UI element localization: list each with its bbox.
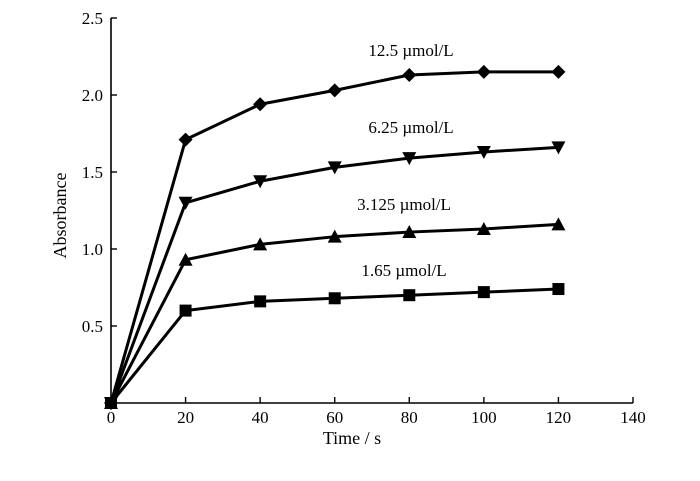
data-point-diamond: [178, 132, 193, 147]
y-tick-label: 2.5: [82, 9, 103, 28]
series-2: [104, 217, 566, 409]
data-point-diamond: [402, 67, 417, 82]
y-axis-title: Absorbance: [50, 173, 70, 259]
data-point-square: [552, 283, 565, 296]
y-tick-label: 0.5: [82, 317, 103, 336]
data-point-square: [328, 292, 341, 305]
series-line: [109, 287, 559, 404]
data-point-square: [254, 295, 267, 308]
data-point-square: [477, 286, 490, 299]
series-0: [104, 64, 566, 410]
series-line: [109, 222, 559, 404]
y-tick-label: 1.0: [82, 240, 103, 259]
series-label: 3.125 µmol/L: [357, 195, 451, 214]
data-point-triangle-down: [551, 141, 566, 155]
data-point-triangle-up: [253, 237, 268, 251]
data-point-triangle-down: [476, 145, 491, 159]
data-point-diamond: [551, 64, 566, 79]
x-tick-label: 60: [326, 408, 343, 427]
data-point-square: [179, 304, 192, 317]
data-point-triangle-up: [476, 221, 491, 235]
data-point-triangle-down: [327, 161, 342, 175]
x-tick-label: 80: [401, 408, 418, 427]
x-tick-label: 20: [177, 408, 194, 427]
x-tick-label: 100: [471, 408, 497, 427]
data-point-triangle-up: [551, 217, 566, 231]
data-point-diamond: [476, 64, 491, 79]
data-point-triangle-up: [402, 225, 417, 239]
data-point-triangle-up: [327, 229, 342, 243]
ticks: 0 20 40 60 80 100 120 140 0.5 1.0 1.5 2.0 2.5: [82, 9, 646, 427]
data-point-triangle-down: [178, 196, 193, 210]
data-point-square: [105, 397, 117, 409]
y-tick-label: 2.0: [82, 86, 103, 105]
x-tick-label: 120: [546, 408, 572, 427]
data-point-diamond: [327, 83, 342, 98]
series-label: 12.5 µmol/L: [368, 41, 453, 60]
series-label: 1.65 µmol/L: [361, 261, 446, 280]
data-point-triangle-down: [253, 175, 268, 189]
x-tick-label: 40: [252, 408, 269, 427]
data-point-diamond: [253, 97, 268, 112]
x-tick-label: 0: [107, 408, 116, 427]
data-point-triangle-up: [178, 252, 193, 266]
data-point-square: [403, 289, 416, 302]
series-group: [104, 64, 566, 410]
x-axis-title: Time / s: [323, 428, 381, 448]
series-labels: 12.5 µmol/L 6.25 µmol/L 3.125 µmol/L 1.65 µ…: [357, 41, 454, 280]
series-label: 6.25 µmol/L: [368, 118, 453, 137]
x-tick-label: 140: [620, 408, 646, 427]
y-tick-label: 1.5: [82, 163, 103, 182]
series-3: [105, 283, 565, 409]
data-point-triangle-down: [402, 152, 417, 166]
